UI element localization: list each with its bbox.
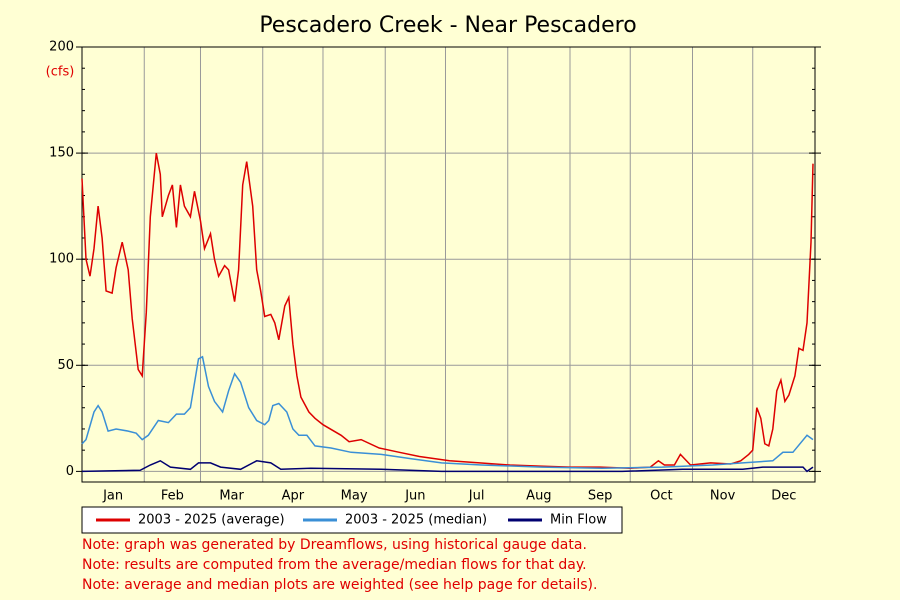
x-tick-label: Oct [650, 489, 672, 504]
x-tick-label: Dec [771, 489, 796, 504]
y-tick-label: 200 [49, 40, 74, 55]
note: Note: average and median plots are weigh… [82, 577, 597, 593]
x-tick-label: Nov [710, 489, 736, 504]
plot-frame [81, 46, 816, 483]
x-tick-label: May [341, 489, 368, 504]
x-tick-label: Jun [404, 489, 425, 504]
y-tick-label: 150 [49, 146, 74, 161]
x-tick-label: Jan [102, 489, 123, 504]
series-line [81, 459, 814, 473]
y-unit: (cfs) [46, 65, 75, 80]
x-tick-label: Sep [588, 489, 613, 504]
x-tick-label: Feb [161, 489, 184, 504]
note: Note: results are computed from the aver… [82, 557, 587, 573]
y-tick-label: 100 [49, 252, 74, 267]
legend-label: 2003 - 2025 (average) [138, 513, 285, 528]
x-tick-label: Apr [282, 489, 305, 504]
chart-title: Pescadero Creek - Near Pescadero [259, 13, 636, 38]
legend-label: 2003 - 2025 (median) [345, 513, 487, 528]
y-tick-label: 0 [66, 464, 74, 479]
legend-label: Min Flow [550, 513, 607, 528]
note: Note: graph was generated by Dreamflows,… [82, 537, 587, 553]
x-tick-label: Mar [219, 489, 244, 504]
series-line [81, 152, 814, 469]
x-tick-label: Aug [526, 489, 551, 504]
series-line [81, 355, 814, 469]
y-tick-label: 50 [57, 358, 74, 373]
x-tick-label: Jul [468, 489, 485, 504]
